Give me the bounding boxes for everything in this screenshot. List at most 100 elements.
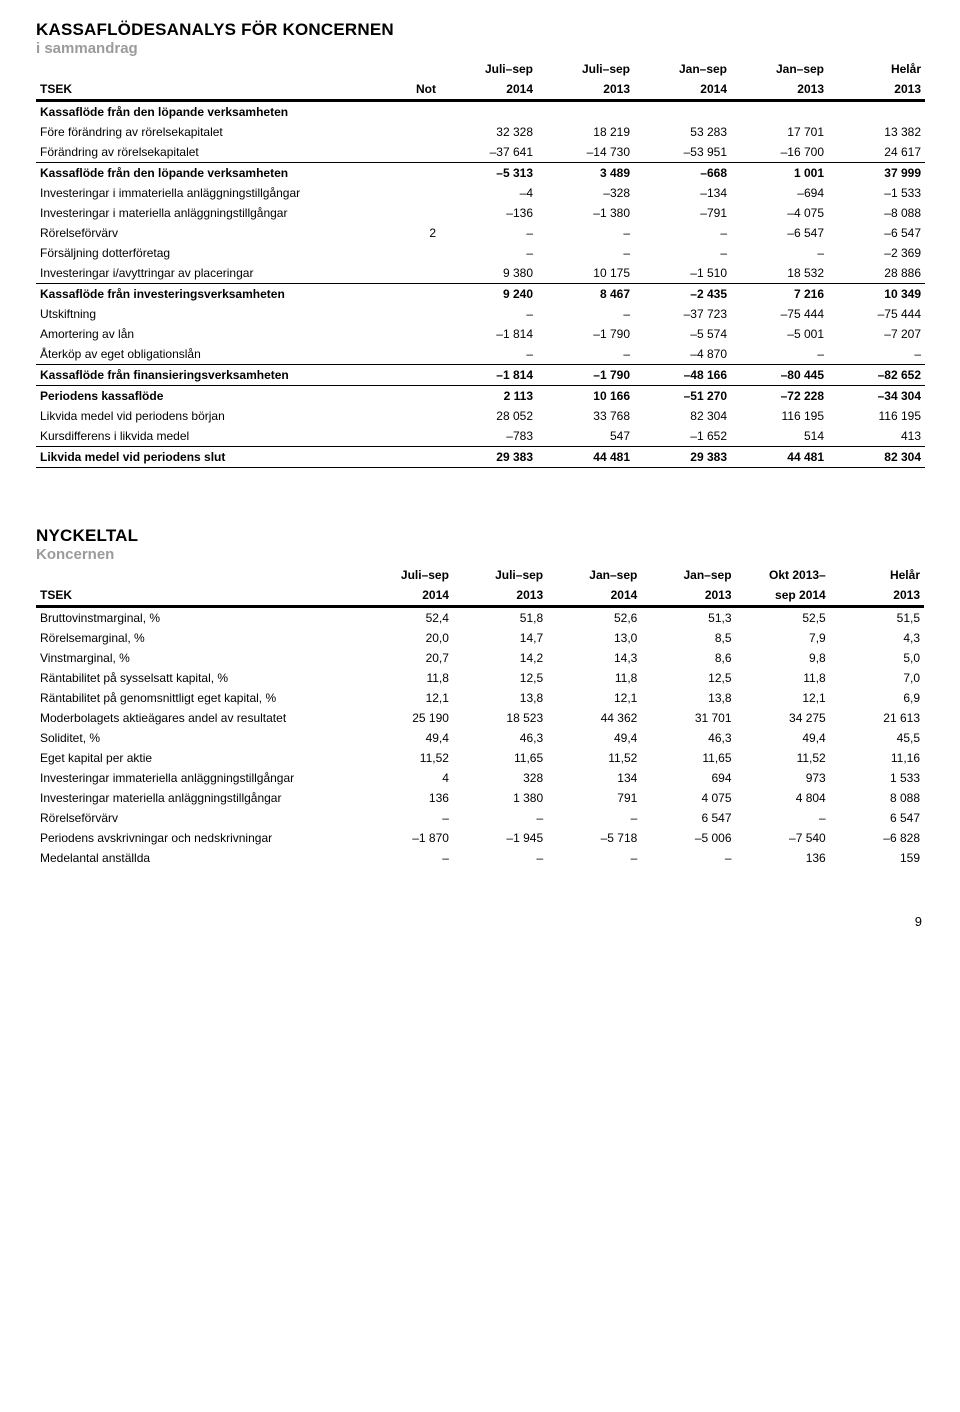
cell: 6 547 (830, 808, 924, 828)
cell: –4 075 (731, 203, 828, 223)
cell: –1 814 (440, 324, 537, 344)
cell: 20,7 (359, 648, 453, 668)
row-label: Investeringar i materiella anläggningsti… (36, 203, 388, 223)
cell: 4 804 (736, 788, 830, 808)
cell: 9,8 (736, 648, 830, 668)
cell: 116 195 (731, 406, 828, 426)
cell: –82 652 (828, 365, 925, 386)
cell: 11,52 (736, 748, 830, 768)
cell: –5 001 (731, 324, 828, 344)
cell: 18 532 (731, 263, 828, 284)
row-label: Kassaflöde från den löpande verksamheten (36, 101, 388, 123)
col-head: Jan–sep (731, 59, 828, 79)
table2-title: NYCKELTAL (36, 526, 924, 546)
cell: –136 (440, 203, 537, 223)
table2-head: Juli–sep Juli–sep Jan–sep Jan–sep Okt 20… (36, 565, 924, 607)
cell: 51,8 (453, 607, 547, 629)
cell: –783 (440, 426, 537, 447)
row-label: Räntabilitet på genomsnittligt eget kapi… (36, 688, 359, 708)
cell: –75 444 (731, 304, 828, 324)
cell: 29 383 (634, 447, 731, 468)
cell: –1 380 (537, 203, 634, 223)
row-note (388, 447, 440, 468)
cell: –134 (634, 183, 731, 203)
col-head: 2013 (731, 79, 828, 101)
cell: 413 (828, 426, 925, 447)
cell: 1 533 (830, 768, 924, 788)
row-label: Likvida medel vid periodens slut (36, 447, 388, 468)
cell: 2 113 (440, 386, 537, 407)
table-row: Rörelseförvärv–––6 547–6 547 (36, 808, 924, 828)
row-label: Periodens avskrivningar och nedskrivning… (36, 828, 359, 848)
row-label: Investeringar i/avyttringar av placering… (36, 263, 388, 284)
cell: 136 (736, 848, 830, 868)
row-note (388, 426, 440, 447)
cell: 11,52 (359, 748, 453, 768)
cell: – (440, 344, 537, 365)
cell: 29 383 (440, 447, 537, 468)
table-row: Återköp av eget obligationslån–––4 870–– (36, 344, 925, 365)
table-row: Räntabilitet på genomsnittligt eget kapi… (36, 688, 924, 708)
row-note (388, 365, 440, 386)
cell: 18 219 (537, 122, 634, 142)
cell: 12,1 (547, 688, 641, 708)
col-head: Juli–sep (359, 565, 453, 585)
cell: – (634, 243, 731, 263)
cell (634, 101, 731, 123)
table-row: Amortering av lån–1 814–1 790–5 574–5 00… (36, 324, 925, 344)
col-head: Juli–sep (537, 59, 634, 79)
cell (828, 101, 925, 123)
col-head: 2013 (641, 585, 735, 607)
cell: –1 790 (537, 324, 634, 344)
cell: 4,3 (830, 628, 924, 648)
cell: 1 380 (453, 788, 547, 808)
cell: 11,65 (453, 748, 547, 768)
col-head: Jan–sep (641, 565, 735, 585)
cell: 10 349 (828, 284, 925, 305)
cell: – (537, 304, 634, 324)
table1-subtitle: i sammandrag (36, 40, 924, 57)
cell: –328 (537, 183, 634, 203)
cell: 8,6 (641, 648, 735, 668)
table-row: Kassaflöde från finansieringsverksamhete… (36, 365, 925, 386)
cell: 8,5 (641, 628, 735, 648)
cell: –6 547 (828, 223, 925, 243)
cell: 328 (453, 768, 547, 788)
table-row: Investeringar materiella anläggningstill… (36, 788, 924, 808)
cell: –5 313 (440, 163, 537, 184)
cell: 13,8 (453, 688, 547, 708)
table-row: Investeringar i immateriella anläggnings… (36, 183, 925, 203)
col-head: 2013 (830, 585, 924, 607)
col-head: sep 2014 (736, 585, 830, 607)
cell: 49,4 (736, 728, 830, 748)
col-head: Okt 2013– (736, 565, 830, 585)
cell: 20,0 (359, 628, 453, 648)
row-label: Likvida medel vid periodens början (36, 406, 388, 426)
col-head: Helår (828, 59, 925, 79)
row-note: 2 (388, 223, 440, 243)
row-label: Moderbolagets aktieägares andel av resul… (36, 708, 359, 728)
table-row: Vinstmarginal, %20,714,214,38,69,85,0 (36, 648, 924, 668)
cell: – (537, 243, 634, 263)
row-note (388, 163, 440, 184)
cell: 52,6 (547, 607, 641, 629)
table-row: Eget kapital per aktie11,5211,6511,5211,… (36, 748, 924, 768)
col-head: Juli–sep (440, 59, 537, 79)
table-row: Bruttovinstmarginal, %52,451,852,651,352… (36, 607, 924, 629)
table2-subtitle: Koncernen (36, 546, 924, 563)
row-note (388, 122, 440, 142)
cell: –37 723 (634, 304, 731, 324)
cashflow-table: Juli–sep Juli–sep Jan–sep Jan–sep Helår … (36, 59, 925, 468)
row-note (388, 243, 440, 263)
cell: – (440, 223, 537, 243)
cell: 12,5 (453, 668, 547, 688)
cell: –694 (731, 183, 828, 203)
cell: –37 641 (440, 142, 537, 163)
cell: 82 304 (828, 447, 925, 468)
cell: 7,9 (736, 628, 830, 648)
cell: – (547, 848, 641, 868)
cell: –4 870 (634, 344, 731, 365)
cell: – (359, 848, 453, 868)
cell: 159 (830, 848, 924, 868)
cell: –51 270 (634, 386, 731, 407)
